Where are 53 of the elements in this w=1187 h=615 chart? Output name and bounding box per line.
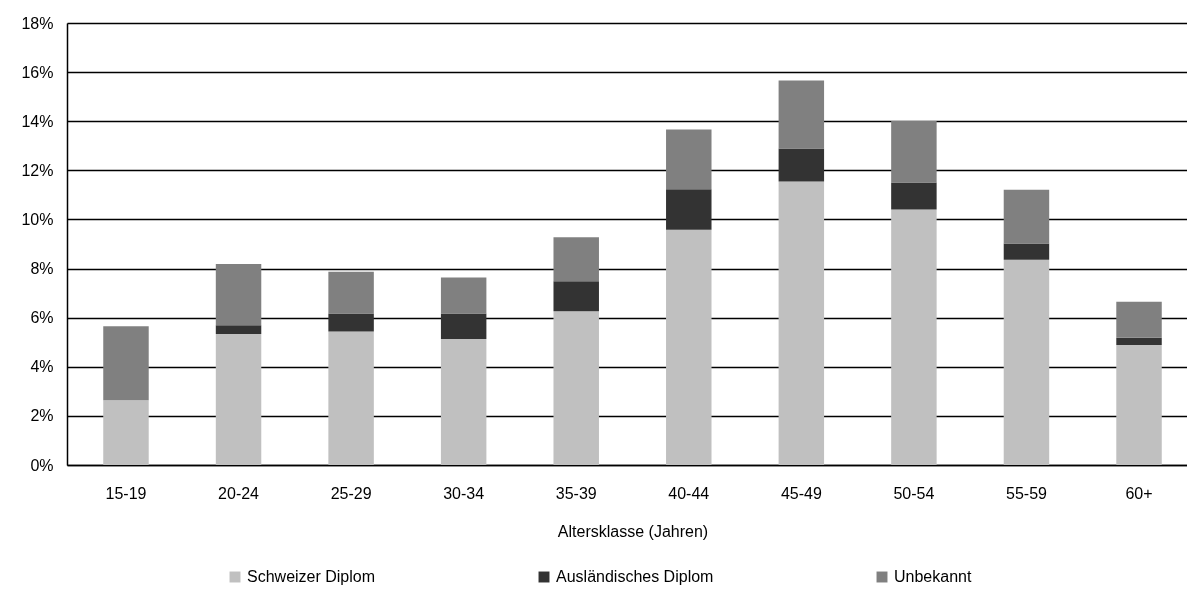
bar [778, 148, 825, 182]
y-tick-label: 8% [30, 260, 54, 278]
bar [1003, 259, 1050, 465]
y-tick-label: 16% [21, 63, 54, 81]
bar [891, 120, 937, 183]
y-tick-label: 14% [21, 112, 54, 130]
x-tick-label: 30-34 [443, 484, 485, 502]
legend-label: Unbekannt [894, 568, 972, 585]
bar [1116, 301, 1162, 338]
bar [440, 277, 487, 314]
bar [1116, 344, 1162, 465]
bar [891, 182, 937, 210]
x-tick-label: 35-39 [555, 484, 597, 502]
y-tick-label: 10% [21, 210, 54, 228]
bar [553, 281, 599, 312]
bar [215, 263, 262, 326]
x-tick-label: 45-49 [780, 484, 822, 502]
bar [1116, 337, 1162, 345]
bar [328, 331, 374, 465]
y-tick-label: 6% [30, 309, 54, 327]
bar [328, 271, 374, 314]
bar [553, 311, 599, 465]
bar [1003, 189, 1050, 244]
bar [215, 325, 262, 335]
legend-label: Ausländisches Diplom [556, 568, 714, 585]
y-tick-label: 18% [21, 14, 54, 32]
x-axis-title: Altersklasse (Jahren) [557, 522, 709, 540]
bar [103, 400, 149, 465]
bar [103, 326, 149, 401]
x-tick-label: 55-59 [1006, 484, 1048, 502]
bar [1003, 243, 1050, 260]
bar [440, 339, 487, 465]
y-tick-label: 0% [30, 456, 54, 474]
x-tick-label: 50-54 [893, 484, 935, 502]
y-tick-label: 12% [21, 161, 54, 179]
x-tick-label: 20-24 [218, 484, 260, 502]
y-tick-label: 4% [30, 358, 54, 376]
bar [215, 334, 262, 465]
bar [891, 209, 937, 465]
y-tick-label: 2% [30, 407, 54, 425]
x-tick-label: 60+ [1125, 484, 1153, 502]
x-tick-label: 25-29 [330, 484, 372, 502]
x-tick-label: 40-44 [668, 484, 710, 502]
bar [440, 313, 487, 340]
legend-label: Schweizer Diplom [247, 568, 376, 585]
bar [666, 129, 712, 190]
bar [666, 229, 712, 465]
bar [778, 80, 825, 149]
x-tick-label: 15-19 [105, 484, 147, 502]
bar [328, 313, 374, 332]
bar [666, 189, 712, 230]
bar [778, 181, 825, 465]
bar [553, 237, 599, 282]
